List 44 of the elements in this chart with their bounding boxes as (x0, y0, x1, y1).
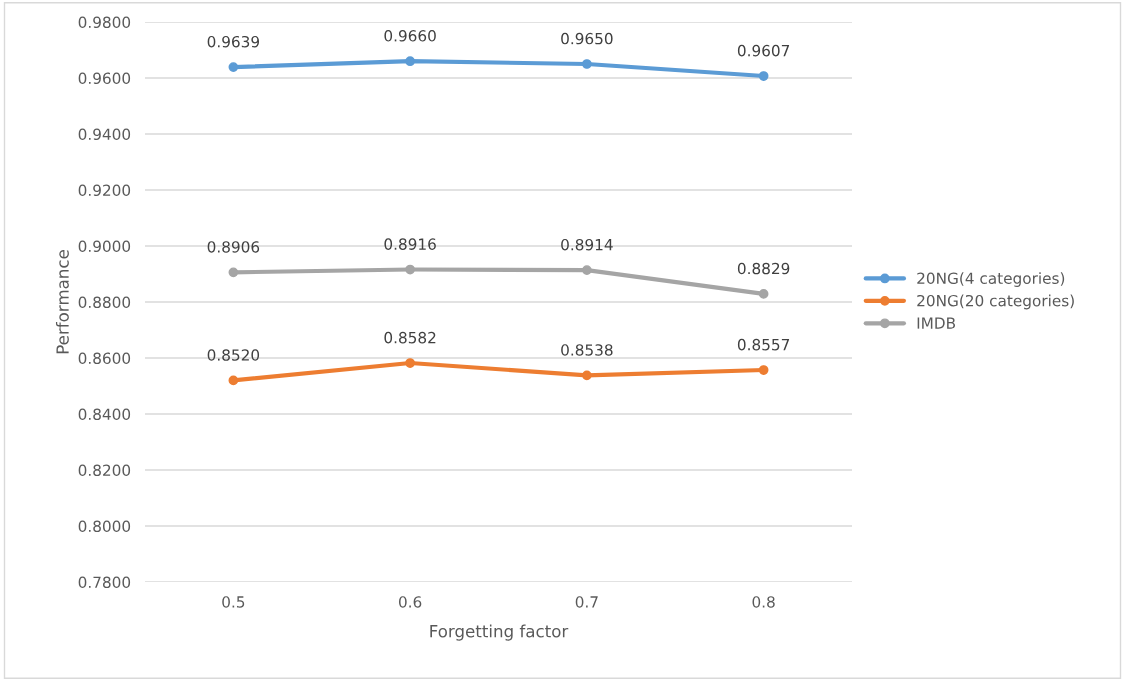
point (582, 370, 592, 381)
legend-label: 20NG(4 categories) (917, 272, 1065, 287)
data-label: 0.8557 (737, 338, 790, 351)
point (758, 365, 769, 375)
data-label: 0.8538 (561, 344, 613, 356)
x-tick-label: 0.5 (222, 596, 245, 608)
legend-label: IMDB (917, 317, 956, 329)
x-axis-title: Forgetting factor (430, 624, 569, 641)
y-tick-label: 0.8600 (78, 352, 131, 365)
data-label: 0.8829 (737, 262, 790, 275)
x-tick-label: 0.8 (752, 596, 775, 608)
y-tick-label: 0.9000 (78, 240, 131, 253)
point (228, 62, 239, 72)
data-label: 0.8520 (207, 349, 260, 361)
data-label: 0.9639 (207, 35, 260, 48)
y-tick-label: 0.7800 (78, 576, 131, 589)
point (758, 289, 769, 299)
y-tick-label: 0.8000 (78, 520, 131, 533)
data-label: 0.9650 (561, 32, 613, 45)
y-tick-label: 0.9600 (78, 72, 131, 85)
y-tick-label: 0.8400 (78, 408, 131, 421)
point (228, 375, 239, 386)
y-tick-label: 0.9800 (78, 16, 131, 29)
point (405, 264, 415, 275)
point (405, 358, 415, 368)
y-tick-label: 0.8200 (78, 464, 131, 477)
x-tick-label: 0.6 (398, 596, 422, 608)
data-label: 0.8914 (561, 238, 613, 251)
y-tick-label: 0.9400 (78, 128, 131, 141)
legend-label: 20NG(20 categories) (917, 294, 1074, 310)
point (758, 71, 769, 81)
data-label: 0.9607 (737, 44, 790, 57)
data-label: 0.8916 (384, 238, 436, 250)
data-label: 0.9660 (384, 30, 436, 42)
data-label: 0.8582 (384, 331, 436, 344)
y-tick-label: 0.9200 (78, 184, 131, 197)
x-tick-label: 0.7 (575, 596, 598, 608)
point (405, 56, 415, 67)
point (582, 265, 592, 275)
y-axis-title: Performance (55, 250, 69, 354)
point (582, 59, 592, 69)
y-tick-label: 0.8800 (78, 296, 131, 309)
point (228, 267, 239, 278)
data-label: 0.8906 (207, 241, 260, 253)
